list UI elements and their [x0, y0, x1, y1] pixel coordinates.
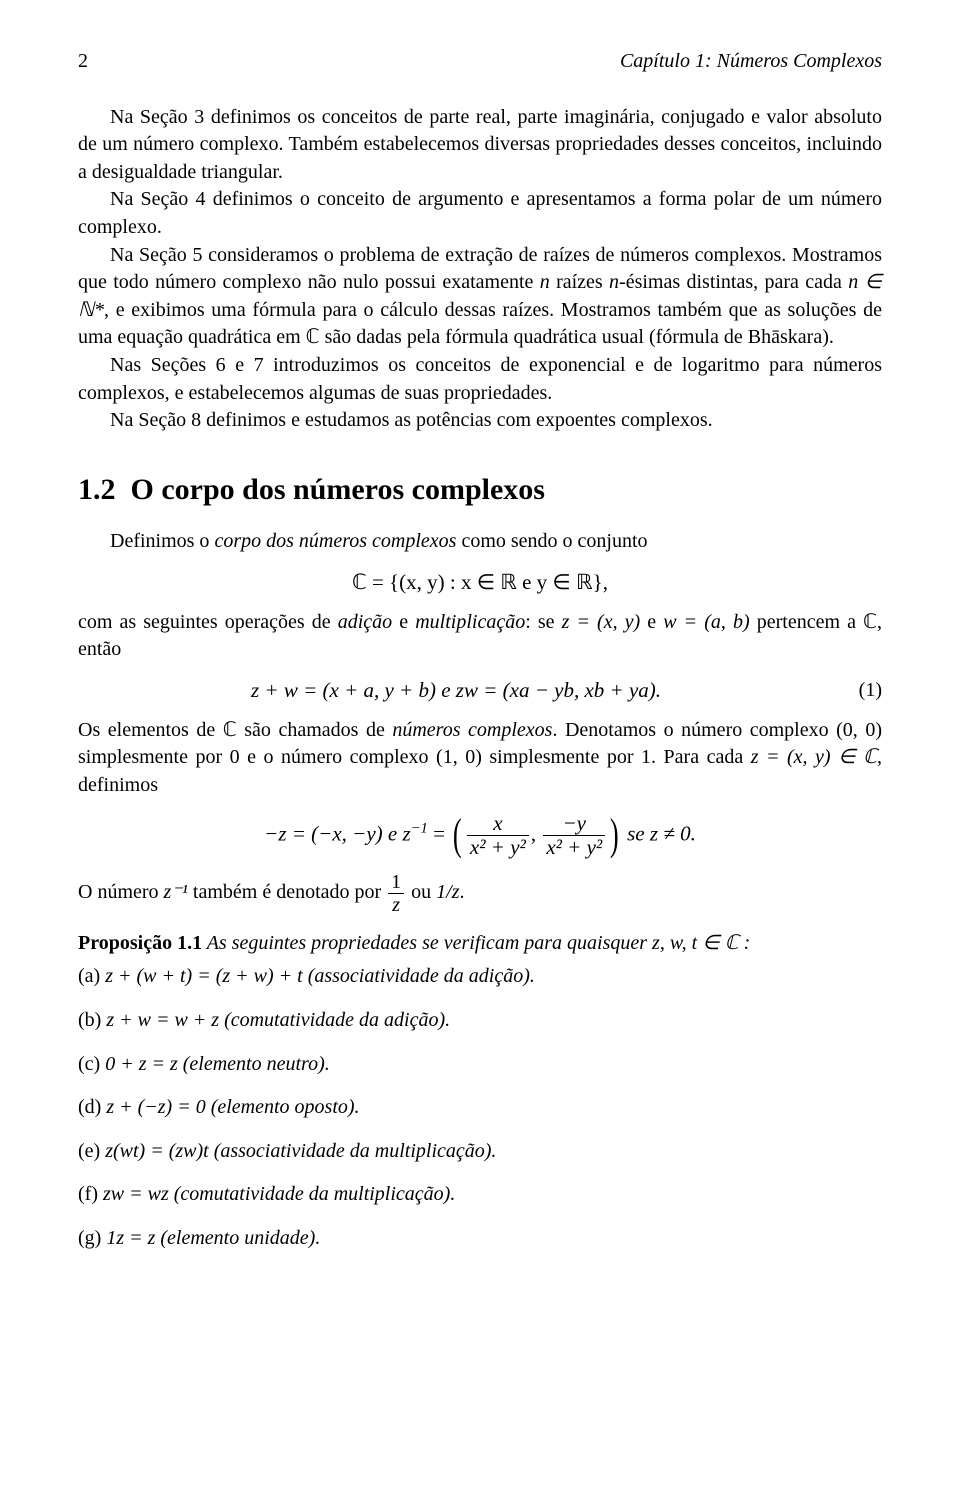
equation-1: z + w = (x + a, y + b) e zw = (xa − yb, …: [78, 676, 882, 705]
math-sup: −1: [411, 820, 428, 836]
paragraph-1: Na Seção 3 definimos os conceitos de par…: [78, 104, 882, 187]
item-label: (d): [78, 1096, 106, 1118]
proposition-text: As seguintes propriedades se verificam p…: [202, 932, 652, 954]
item-desc: (associatividade da multiplicação).: [214, 1140, 497, 1162]
math: −z = (−x, −y) e z: [264, 821, 410, 845]
math: z + w = w + z: [106, 1009, 224, 1031]
section-heading: 1.2 O corpo dos números complexos: [78, 469, 882, 510]
denominator: x² + y²: [543, 836, 605, 859]
running-header: 2 Capítulo 1: Números Complexos: [78, 48, 882, 76]
term-italic: adição: [338, 611, 392, 633]
math: z + (w + t) = (z + w) + t: [105, 965, 307, 987]
prop-item-f: (f) zw = wz (comutatividade da multiplic…: [78, 1181, 882, 1209]
item-desc: (elemento oposto).: [211, 1096, 360, 1118]
item-label: (g): [78, 1227, 106, 1249]
text: .: [460, 881, 465, 903]
math: z + (−z) = 0: [106, 1096, 210, 1118]
text: -ésimas distintas, para cada: [619, 271, 848, 293]
item-desc: (comutatividade da adição).: [224, 1009, 450, 1031]
equation-c-definition: ℂ = {(x, y) : x ∈ ℝ e y ∈ ℝ},: [78, 568, 882, 597]
numerator: x: [467, 812, 529, 836]
left-paren-icon: (: [453, 815, 462, 855]
denominator: x² + y²: [467, 836, 529, 859]
item-label: (f): [78, 1183, 103, 1205]
item-desc: (comutatividade da multiplicação).: [174, 1183, 456, 1205]
numerator: 1: [388, 871, 404, 894]
text: : se: [525, 611, 561, 633]
chapter-title: Capítulo 1: Números Complexos: [620, 48, 882, 76]
equation-neg-inverse: −z = (−x, −y) e z−1 = (xx² + y², −yx² + …: [78, 812, 882, 859]
fraction-2: −yx² + y²: [543, 812, 605, 859]
paragraph-3: Na Seção 5 consideramos o problema de ex…: [78, 242, 882, 352]
math: z + w = (x + a, y + b) e zw = (xa − yb, …: [251, 678, 661, 702]
section-number: 1.2: [78, 473, 116, 506]
item-label: (e): [78, 1140, 105, 1162]
fraction-1z: 1z: [388, 871, 404, 916]
page-number: 2: [78, 48, 88, 76]
item-label: (a): [78, 965, 105, 987]
text: também é denotado por: [188, 881, 386, 903]
math: z(wt) = (zw)t: [105, 1140, 214, 1162]
proposition-label: Proposição 1.1: [78, 932, 202, 954]
math: w = (a, b): [663, 611, 749, 633]
text: =: [428, 821, 450, 845]
math: 1/z: [436, 881, 459, 903]
right-paren-icon: ): [610, 815, 619, 855]
paragraph-6: Definimos o corpo dos números complexos …: [78, 528, 882, 556]
item-desc: (elemento neutro).: [183, 1053, 330, 1075]
fraction-1: xx² + y²: [467, 812, 529, 859]
text: ou: [406, 881, 436, 903]
text: e: [640, 611, 663, 633]
proposition-1-1: Proposição 1.1 As seguintes propriedades…: [78, 930, 882, 958]
denominator: z: [388, 894, 404, 916]
text: raízes: [550, 271, 609, 293]
term-italic: multiplicação: [415, 611, 525, 633]
text: com as seguintes operações de: [78, 611, 338, 633]
prop-item-e: (e) z(wt) = (zw)t (associatividade da mu…: [78, 1138, 882, 1166]
text: como sendo o conjunto: [456, 530, 647, 552]
term-italic: corpo dos números complexos: [214, 530, 456, 552]
equation-1-number: (1): [834, 677, 882, 705]
math: 0 + z = z: [105, 1053, 183, 1075]
item-desc: (elemento unidade).: [160, 1227, 320, 1249]
paragraph-8: Os elementos de ℂ são chamados de número…: [78, 717, 882, 800]
prop-item-a: (a) z + (w + t) = (z + w) + t (associati…: [78, 963, 882, 991]
equation-1-body: z + w = (x + a, y + b) e zw = (xa − yb, …: [78, 676, 834, 705]
math: se z ≠ 0.: [622, 821, 696, 845]
proposition-list: (a) z + (w + t) = (z + w) + t (associati…: [78, 963, 882, 1252]
page: 2 Capítulo 1: Números Complexos Na Seção…: [0, 0, 960, 1507]
math-n: n: [540, 271, 550, 293]
paragraph-4: Nas Seções 6 e 7 introduzimos os conceit…: [78, 352, 882, 407]
math: 1z = z: [106, 1227, 160, 1249]
term-italic: números complexos: [392, 719, 552, 741]
prop-item-g: (g) 1z = z (elemento unidade).: [78, 1225, 882, 1253]
math: z = (x, y): [562, 611, 641, 633]
prop-item-b: (b) z + w = w + z (comutatividade da adi…: [78, 1007, 882, 1035]
section-title: O corpo dos números complexos: [131, 473, 545, 506]
item-label: (c): [78, 1053, 105, 1075]
paragraph-7: com as seguintes operações de adição e m…: [78, 609, 882, 664]
prop-item-c: (c) 0 + z = z (elemento neutro).: [78, 1051, 882, 1079]
text: e: [392, 611, 415, 633]
text: , e exibimos uma fórmula para o cálculo …: [78, 299, 882, 349]
text: Definimos o: [110, 530, 214, 552]
text: O número: [78, 881, 164, 903]
math: z⁻¹: [164, 881, 188, 903]
paragraph-9: O número z⁻¹ também é denotado por 1z ou…: [78, 871, 882, 916]
item-label: (b): [78, 1009, 106, 1031]
paragraph-5: Na Seção 8 definimos e estudamos as potê…: [78, 407, 882, 435]
math-n: n: [609, 271, 619, 293]
prop-item-d: (d) z + (−z) = 0 (elemento oposto).: [78, 1094, 882, 1122]
text: ,: [531, 821, 542, 845]
math: zw = wz: [103, 1183, 174, 1205]
item-desc: (associatividade da adição).: [308, 965, 535, 987]
math: z = (x, y) ∈ ℂ: [751, 746, 877, 768]
paragraph-2: Na Seção 4 definimos o conceito de argum…: [78, 186, 882, 241]
text: Os elementos de ℂ são chamados de: [78, 719, 392, 741]
numerator: −y: [543, 812, 605, 836]
math: z, w, t ∈ ℂ :: [652, 932, 750, 954]
